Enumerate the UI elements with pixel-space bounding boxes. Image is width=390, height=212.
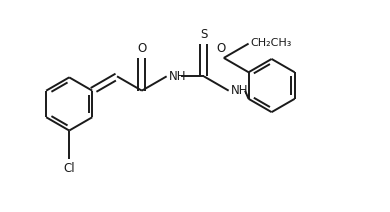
Text: NH: NH <box>169 70 186 83</box>
Text: Cl: Cl <box>64 162 75 175</box>
Text: NH: NH <box>231 84 248 97</box>
Text: S: S <box>200 28 207 40</box>
Text: CH₂CH₃: CH₂CH₃ <box>251 38 292 48</box>
Text: O: O <box>137 42 147 55</box>
Text: O: O <box>216 42 225 55</box>
